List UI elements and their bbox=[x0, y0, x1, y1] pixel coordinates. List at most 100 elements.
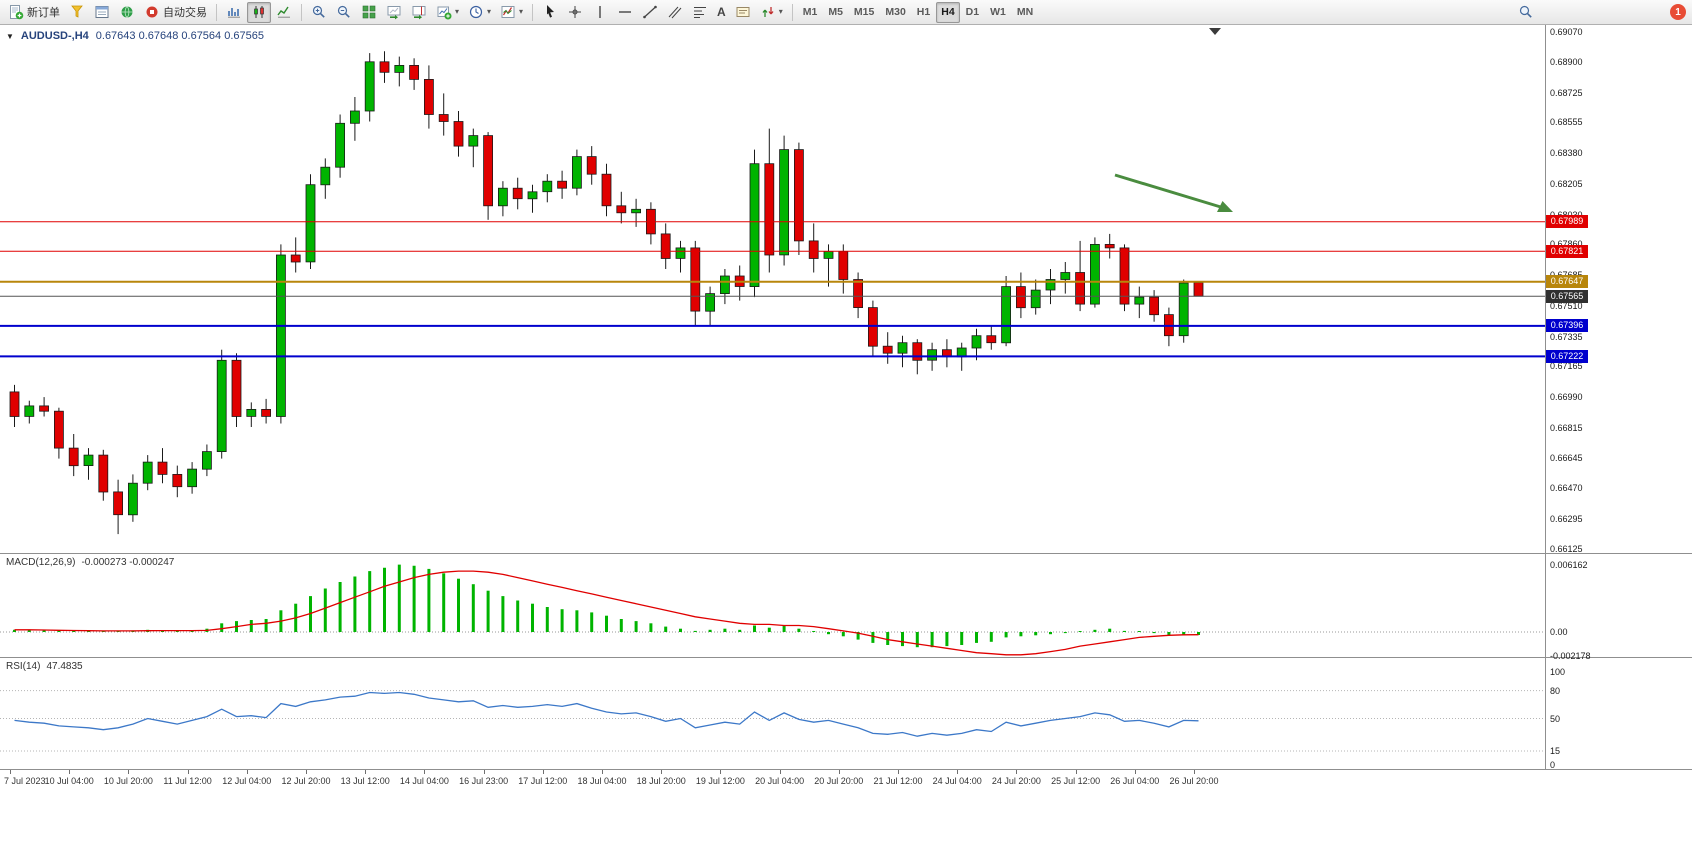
time-axis-tick bbox=[187, 770, 189, 774]
horizontal-line-button[interactable] bbox=[613, 2, 637, 23]
rsi-value: 47.4835 bbox=[46, 661, 83, 672]
rsi-axis: 100 80 50 15 0 bbox=[1546, 658, 1692, 770]
timeframe-button-m1[interactable]: M1 bbox=[798, 2, 823, 23]
time-axis-label: 10 Jul 04:00 bbox=[44, 776, 94, 786]
bar-chart-icon bbox=[228, 8, 240, 18]
bar-chart-button[interactable] bbox=[222, 2, 246, 23]
auto-scroll-button[interactable] bbox=[382, 2, 406, 23]
timeframe-button-h4[interactable]: H4 bbox=[936, 1, 960, 23]
line-chart-icon bbox=[277, 6, 290, 18]
crosshair-button[interactable] bbox=[563, 2, 587, 23]
time-axis-label: 12 Jul 04:00 bbox=[222, 776, 272, 786]
time-axis-tick bbox=[483, 770, 485, 774]
arrows-button[interactable]: ▾ bbox=[756, 2, 787, 23]
panel-divider[interactable] bbox=[0, 553, 1692, 554]
timeframe-button-m5[interactable]: M5 bbox=[823, 2, 848, 23]
text-button[interactable]: A bbox=[713, 2, 730, 23]
time-axis-tick bbox=[128, 770, 130, 774]
text-icon: A bbox=[717, 5, 726, 19]
timeframe-button-mn[interactable]: MN bbox=[1012, 2, 1038, 23]
notification-badge[interactable]: 1 bbox=[1670, 4, 1686, 20]
text-label-icon bbox=[736, 7, 750, 17]
text-label-button[interactable] bbox=[731, 2, 755, 23]
time-axis[interactable]: 7 Jul 2023 10 Jul 04:00 10 Jul 20:00 11 Jul… bbox=[0, 770, 1692, 792]
time-axis-label: 13 Jul 12:00 bbox=[340, 776, 390, 786]
globe-icon bbox=[121, 6, 133, 18]
new-chart-icon bbox=[437, 6, 452, 20]
symbol-dropdown-icon[interactable]: ▼ bbox=[6, 31, 14, 41]
panel-divider[interactable] bbox=[0, 657, 1692, 658]
price-axis-label: 0.67335 bbox=[1550, 331, 1583, 342]
tile-windows-button[interactable] bbox=[357, 2, 381, 23]
indicators-button[interactable]: ▾ bbox=[496, 2, 527, 23]
time-axis-tick bbox=[1134, 770, 1136, 774]
price-axis-label: 0.67685 bbox=[1550, 270, 1583, 281]
toolbar-separator bbox=[216, 3, 217, 21]
zoom-out-icon bbox=[337, 5, 350, 18]
price-axis-label: 0.66470 bbox=[1550, 483, 1583, 494]
candlestick-chart-button[interactable] bbox=[247, 1, 271, 23]
vertical-line-icon bbox=[599, 6, 601, 18]
fibonacci-button[interactable] bbox=[688, 2, 712, 23]
timeframe-button-w1[interactable]: W1 bbox=[985, 2, 1011, 23]
timeframe-button-m30[interactable]: M30 bbox=[880, 2, 910, 23]
chart-window: ▼ AUDUSD-,H4 0.67643 0.67648 0.67564 0.6… bbox=[0, 25, 1692, 851]
rsi-axis-label: 100 bbox=[1550, 667, 1566, 677]
toolbar-separator bbox=[791, 3, 793, 21]
search-button[interactable] bbox=[1514, 2, 1538, 23]
zoom-in-button[interactable] bbox=[307, 2, 331, 23]
chart-header: ▼ AUDUSD-,H4 0.67643 0.67648 0.67564 0.6… bbox=[6, 30, 264, 42]
rsi-indicator-chart[interactable] bbox=[0, 658, 1545, 769]
time-axis-tick bbox=[898, 770, 899, 774]
main-price-axis[interactable]: 0.69070 0.68900 0.68725 0.68555 0.68380 0.682… bbox=[1546, 25, 1692, 554]
community-button[interactable] bbox=[115, 2, 139, 23]
price-line-tag: 0.67647 bbox=[1546, 275, 1588, 289]
zoom-in-icon bbox=[312, 5, 325, 18]
macd-indicator-chart[interactable] bbox=[0, 554, 1545, 657]
time-axis-label: 26 Jul 20:00 bbox=[1169, 776, 1219, 786]
timeframe-button-h1[interactable]: H1 bbox=[912, 2, 935, 23]
price-axis-label: 0.68900 bbox=[1550, 56, 1583, 67]
chevron-down-icon: ▾ bbox=[519, 7, 524, 16]
new-chart-button[interactable]: ▾ bbox=[432, 2, 463, 23]
price-axis-label: 0.66125 bbox=[1550, 544, 1583, 554]
clock-icon bbox=[469, 5, 483, 19]
rsi-axis-label: 80 bbox=[1550, 685, 1561, 696]
timeframe-button-m15[interactable]: M15 bbox=[849, 2, 879, 23]
trendline-icon bbox=[643, 5, 657, 19]
timeframe-button-d1[interactable]: D1 bbox=[961, 2, 984, 23]
price-axis-label: 0.66295 bbox=[1550, 514, 1583, 525]
indicators-icon bbox=[501, 6, 515, 18]
periods-button[interactable]: ▾ bbox=[464, 2, 495, 23]
cursor-button[interactable] bbox=[538, 2, 562, 23]
time-axis-label: 25 Jul 12:00 bbox=[1051, 776, 1101, 786]
line-chart-button[interactable] bbox=[272, 2, 296, 23]
time-axis-label: 11 Jul 12:00 bbox=[163, 776, 212, 786]
funnel-button[interactable] bbox=[65, 2, 89, 23]
price-axis-label: 0.68030 bbox=[1550, 210, 1583, 221]
price-axis-border bbox=[1545, 25, 1546, 769]
toolbar-separator bbox=[301, 3, 302, 21]
auto-trading-button[interactable]: 自动交易 bbox=[140, 2, 211, 23]
time-axis-tick bbox=[1075, 770, 1077, 774]
time-axis-tick bbox=[69, 770, 71, 774]
channel-button[interactable] bbox=[663, 2, 687, 23]
price-axis-label: 0.68555 bbox=[1550, 117, 1583, 128]
chevron-down-icon: ▾ bbox=[455, 7, 460, 16]
time-axis-tick bbox=[602, 770, 603, 774]
search-icon bbox=[1519, 5, 1532, 18]
rsi-axis-label: 0 bbox=[1550, 760, 1556, 770]
time-axis-tick bbox=[542, 770, 544, 774]
price-axis-label: 0.69070 bbox=[1550, 27, 1583, 37]
fibonacci-icon bbox=[694, 7, 707, 18]
chart-shift-icon bbox=[412, 6, 426, 20]
main-candlestick-chart[interactable] bbox=[0, 25, 1545, 553]
trendline-button[interactable] bbox=[638, 2, 662, 23]
vertical-line-button[interactable] bbox=[588, 2, 612, 23]
time-axis-tick bbox=[1194, 770, 1195, 774]
data-window-button[interactable] bbox=[90, 2, 114, 23]
zoom-out-button[interactable] bbox=[332, 2, 356, 23]
rsi-title: RSI(14) bbox=[6, 661, 41, 672]
chart-shift-button[interactable] bbox=[407, 2, 431, 23]
new-order-button[interactable]: 新订单 bbox=[4, 2, 64, 23]
